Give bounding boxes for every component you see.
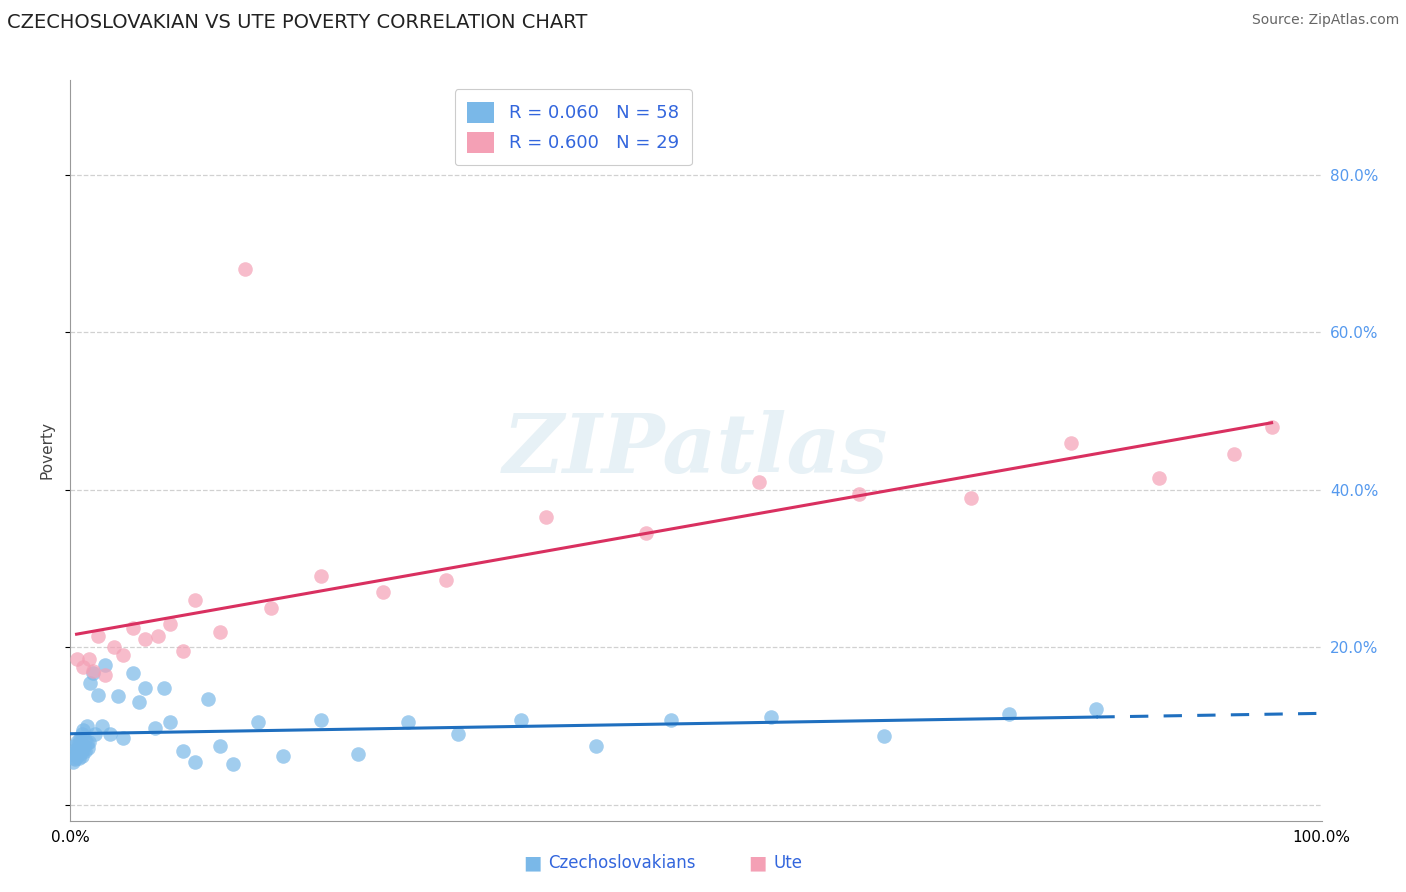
Point xyxy=(76,719,98,733)
Point xyxy=(82,664,104,678)
Point xyxy=(111,648,134,663)
Text: ZIPatlas: ZIPatlas xyxy=(503,410,889,491)
Point xyxy=(848,487,870,501)
Point xyxy=(107,689,129,703)
Point xyxy=(1260,420,1282,434)
Text: ■: ■ xyxy=(523,854,541,872)
Point xyxy=(1085,702,1108,716)
Point xyxy=(98,727,121,741)
Point xyxy=(159,715,181,730)
Point xyxy=(1147,471,1170,485)
Point xyxy=(84,727,107,741)
Point xyxy=(77,735,100,749)
Point xyxy=(434,574,457,588)
Point xyxy=(134,681,156,696)
Point xyxy=(197,691,219,706)
Point xyxy=(87,628,110,642)
Point xyxy=(222,756,245,771)
Point xyxy=(184,755,207,769)
Point xyxy=(371,585,394,599)
Point xyxy=(75,744,97,758)
Point xyxy=(997,707,1019,722)
Point xyxy=(66,741,89,756)
Point xyxy=(247,715,270,730)
Point xyxy=(209,739,232,753)
Point xyxy=(73,739,96,753)
Point xyxy=(63,750,86,764)
Text: Czechoslovakians: Czechoslovakians xyxy=(548,855,696,872)
Point xyxy=(121,665,145,680)
Point xyxy=(70,749,93,764)
Point xyxy=(209,624,232,639)
Text: Source: ZipAtlas.com: Source: ZipAtlas.com xyxy=(1251,13,1399,28)
Point xyxy=(94,657,117,672)
Point xyxy=(111,731,134,745)
Text: Ute: Ute xyxy=(773,855,803,872)
Point xyxy=(1060,435,1083,450)
Point xyxy=(65,749,87,764)
Point xyxy=(70,727,93,741)
Point xyxy=(153,681,176,696)
Point xyxy=(82,665,104,680)
Point xyxy=(146,628,169,642)
Point xyxy=(447,727,470,741)
Point xyxy=(1223,447,1246,461)
Point xyxy=(145,721,167,735)
Point xyxy=(62,755,84,769)
Point xyxy=(271,749,294,764)
Point xyxy=(585,739,607,753)
Point xyxy=(72,743,94,757)
Point xyxy=(121,621,145,635)
Point xyxy=(659,713,682,727)
Point xyxy=(69,731,91,745)
Legend: R = 0.060   N = 58, R = 0.600   N = 29: R = 0.060 N = 58, R = 0.600 N = 29 xyxy=(454,89,692,165)
Point xyxy=(534,510,557,524)
Point xyxy=(72,723,94,737)
Point xyxy=(76,736,98,750)
Point xyxy=(65,752,87,766)
Point xyxy=(128,696,150,710)
Point xyxy=(347,747,370,761)
Point xyxy=(309,569,332,583)
Point xyxy=(65,743,87,757)
Point xyxy=(509,713,531,727)
Point xyxy=(172,744,194,758)
Point xyxy=(63,739,86,753)
Point xyxy=(960,491,983,505)
Point xyxy=(396,715,419,730)
Point xyxy=(759,709,782,723)
Point xyxy=(60,747,83,761)
Point xyxy=(65,652,87,666)
Point xyxy=(259,601,281,615)
Point xyxy=(235,262,257,277)
Point xyxy=(67,750,90,764)
Point xyxy=(87,688,110,702)
Point xyxy=(69,747,91,761)
Y-axis label: Poverty: Poverty xyxy=(39,421,55,480)
Point xyxy=(79,675,101,690)
Point xyxy=(90,719,112,733)
Text: ■: ■ xyxy=(748,854,766,872)
Point xyxy=(159,616,181,631)
Point xyxy=(872,729,894,743)
Point xyxy=(94,668,117,682)
Text: CZECHOSLOVAKIAN VS UTE POVERTY CORRELATION CHART: CZECHOSLOVAKIAN VS UTE POVERTY CORRELATI… xyxy=(7,13,588,32)
Point xyxy=(103,640,125,655)
Point xyxy=(172,644,194,658)
Point xyxy=(134,632,156,647)
Point xyxy=(67,736,90,750)
Point xyxy=(184,593,207,607)
Point xyxy=(66,744,89,758)
Point xyxy=(634,526,657,541)
Point xyxy=(76,741,98,756)
Point xyxy=(77,652,100,666)
Point xyxy=(65,735,87,749)
Point xyxy=(75,733,97,747)
Point xyxy=(72,660,94,674)
Point xyxy=(748,475,770,489)
Point xyxy=(309,713,332,727)
